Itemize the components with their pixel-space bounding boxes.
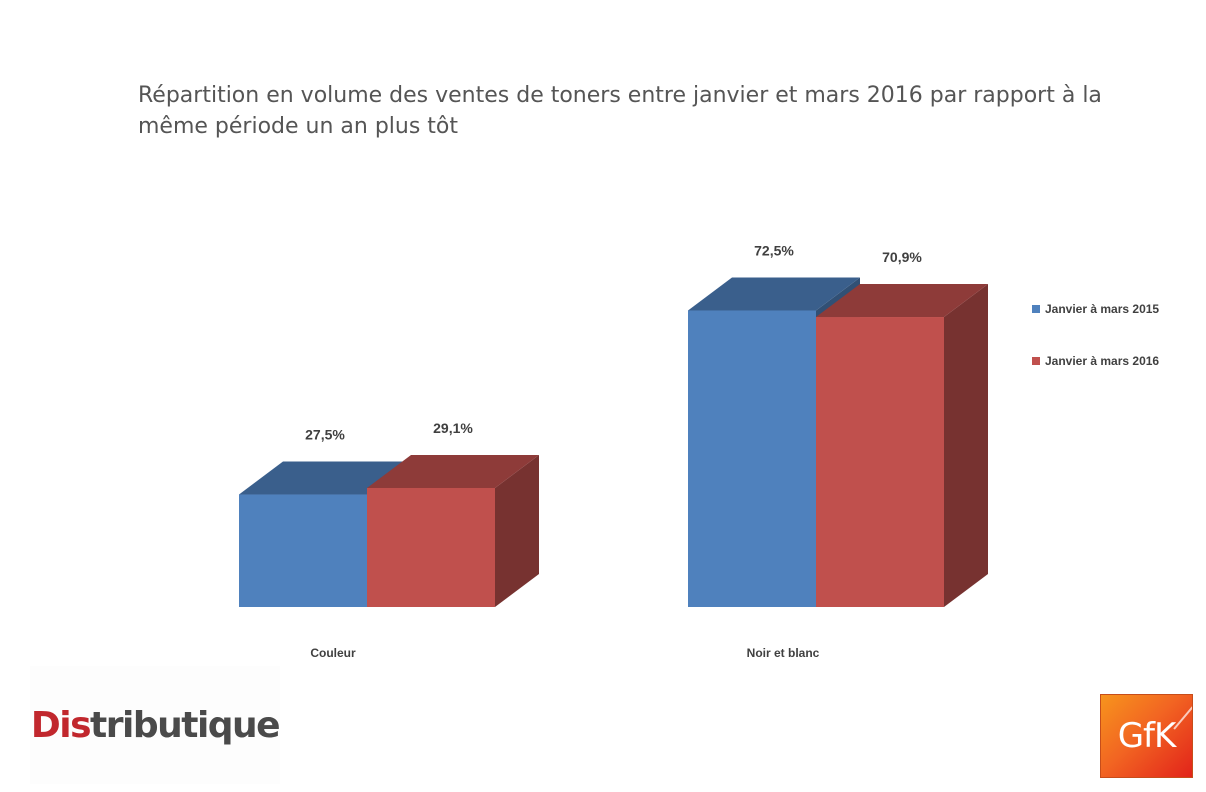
legend-swatch-2015 [1032,305,1040,313]
legend-label-2015: Janvier à mars 2015 [1045,302,1160,316]
data-label-noir-et-blanc-2016: 70,9% [882,249,922,265]
bar-side-couleur-2016 [495,454,539,607]
distributique-logo-accent: Dis [30,704,92,746]
legend-label-2016: Janvier à mars 2016 [1045,354,1160,368]
distributique-logo-rest: tributique [90,704,281,746]
gfk-logo-slash [1173,702,1192,730]
distributique-logo-text: Distributique [30,704,281,746]
bar-top-couleur-2015 [239,461,411,495]
bar-top-noir-et-blanc-2015 [688,277,860,311]
data-label-couleur-2015: 27,5% [305,427,345,443]
bar-couleur-2015 [239,494,367,607]
bar-top-couleur-2016 [367,454,539,488]
bar-noir-et-blanc-2016 [816,317,944,607]
legend-swatch-2016 [1032,357,1040,365]
x-tick-label-noir-et-blanc: Noir et blanc [747,646,820,660]
data-label-noir-et-blanc-2015: 72,5% [754,242,794,258]
x-tick-label-couleur: Couleur [310,646,356,660]
distributique-logo: Distributique [30,666,281,784]
bar-top-noir-et-blanc-2016 [816,284,988,318]
legend-item-2016: Janvier à mars 2016 [1032,352,1159,370]
chart-title: Répartition en volume des ventes de tone… [138,83,1102,139]
chart-legend: Janvier à mars 2015 Janvier à mars 2016 [1032,300,1159,404]
gfk-logo: GfK [1100,694,1193,778]
bar-side-noir-et-blanc-2016 [944,284,988,607]
bar-couleur-2016 [367,487,495,607]
data-label-couleur-2016: 29,1% [433,420,473,436]
gfk-logo-text: GfK [1117,716,1177,756]
legend-item-2015: Janvier à mars 2015 [1032,300,1159,318]
bar-noir-et-blanc-2015 [688,310,816,607]
